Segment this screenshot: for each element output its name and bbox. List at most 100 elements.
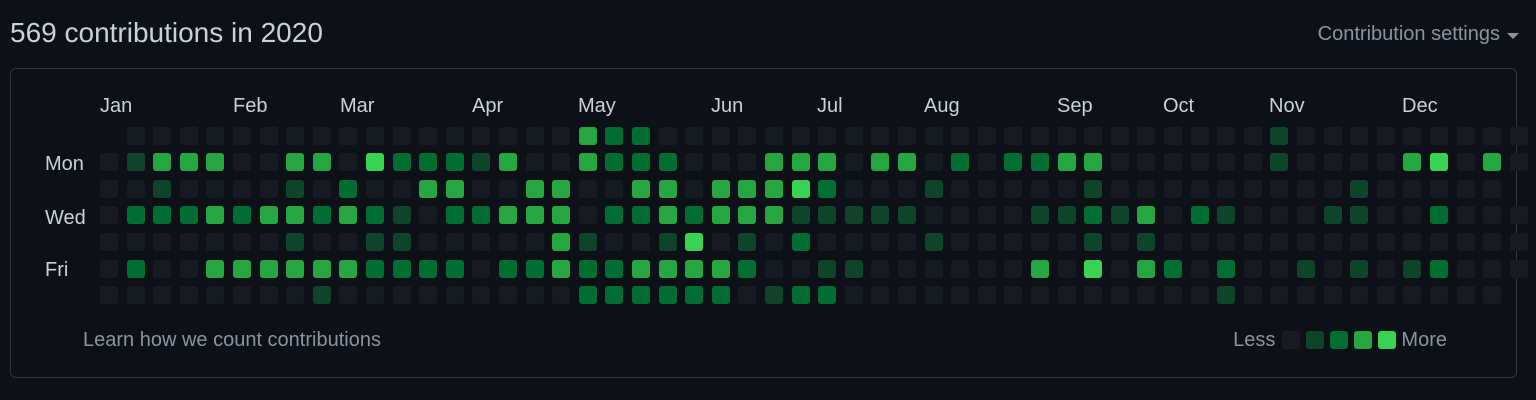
contribution-day-cell[interactable]	[792, 206, 810, 224]
contribution-day-cell[interactable]	[1191, 206, 1209, 224]
contribution-day-cell[interactable]	[978, 153, 996, 171]
contribution-day-cell[interactable]	[951, 153, 969, 171]
contribution-day-cell[interactable]	[792, 233, 810, 251]
contribution-day-cell[interactable]	[951, 180, 969, 198]
contribution-day-cell[interactable]	[845, 233, 863, 251]
contribution-day-cell[interactable]	[1297, 286, 1315, 304]
contribution-day-cell[interactable]	[526, 286, 544, 304]
contribution-day-cell[interactable]	[393, 180, 411, 198]
contribution-day-cell[interactable]	[206, 180, 224, 198]
contribution-day-cell[interactable]	[153, 233, 171, 251]
contribution-day-cell[interactable]	[951, 260, 969, 278]
contribution-day-cell[interactable]	[1084, 260, 1102, 278]
contribution-day-cell[interactable]	[712, 233, 730, 251]
contribution-day-cell[interactable]	[1137, 180, 1155, 198]
contribution-day-cell[interactable]	[1004, 233, 1022, 251]
contribution-day-cell[interactable]	[1377, 206, 1395, 224]
contribution-day-cell[interactable]	[1377, 286, 1395, 304]
contribution-day-cell[interactable]	[1430, 127, 1448, 145]
contribution-day-cell[interactable]	[1191, 233, 1209, 251]
contribution-day-cell[interactable]	[1164, 260, 1182, 278]
contribution-day-cell[interactable]	[419, 233, 437, 251]
contribution-day-cell[interactable]	[579, 206, 597, 224]
contribution-day-cell[interactable]	[1217, 206, 1235, 224]
contribution-day-cell[interactable]	[1403, 206, 1421, 224]
contribution-day-cell[interactable]	[1031, 206, 1049, 224]
contribution-day-cell[interactable]	[499, 127, 517, 145]
contribution-day-cell[interactable]	[393, 233, 411, 251]
contribution-day-cell[interactable]	[1111, 206, 1129, 224]
contribution-day-cell[interactable]	[1004, 206, 1022, 224]
contribution-day-cell[interactable]	[127, 260, 145, 278]
contribution-day-cell[interactable]	[260, 180, 278, 198]
contribution-day-cell[interactable]	[446, 260, 464, 278]
contribution-day-cell[interactable]	[1430, 233, 1448, 251]
contribution-day-cell[interactable]	[1244, 153, 1262, 171]
contribution-day-cell[interactable]	[1084, 180, 1102, 198]
contribution-day-cell[interactable]	[632, 180, 650, 198]
contribution-day-cell[interactable]	[1164, 180, 1182, 198]
contribution-day-cell[interactable]	[233, 127, 251, 145]
contribution-day-cell[interactable]	[1137, 206, 1155, 224]
contribution-day-cell[interactable]	[1004, 260, 1022, 278]
contribution-day-cell[interactable]	[818, 180, 836, 198]
contribution-day-cell[interactable]	[180, 286, 198, 304]
contribution-day-cell[interactable]	[871, 153, 889, 171]
contribution-day-cell[interactable]	[818, 127, 836, 145]
contribution-day-cell[interactable]	[286, 153, 304, 171]
contribution-day-cell[interactable]	[765, 260, 783, 278]
contribution-day-cell[interactable]	[871, 233, 889, 251]
contribution-day-cell[interactable]	[579, 153, 597, 171]
contribution-day-cell[interactable]	[1430, 180, 1448, 198]
contribution-day-cell[interactable]	[127, 206, 145, 224]
contribution-day-cell[interactable]	[659, 206, 677, 224]
contribution-day-cell[interactable]	[180, 206, 198, 224]
contribution-day-cell[interactable]	[499, 286, 517, 304]
contribution-day-cell[interactable]	[1430, 286, 1448, 304]
contribution-day-cell[interactable]	[685, 260, 703, 278]
contribution-day-cell[interactable]	[472, 180, 490, 198]
contribution-day-cell[interactable]	[712, 180, 730, 198]
contribution-day-cell[interactable]	[339, 127, 357, 145]
contribution-day-cell[interactable]	[1297, 127, 1315, 145]
contribution-day-cell[interactable]	[1191, 260, 1209, 278]
contribution-day-cell[interactable]	[1004, 153, 1022, 171]
contribution-day-cell[interactable]	[1031, 286, 1049, 304]
contribution-day-cell[interactable]	[1111, 127, 1129, 145]
contribution-day-cell[interactable]	[313, 180, 331, 198]
contribution-day-cell[interactable]	[286, 233, 304, 251]
contribution-day-cell[interactable]	[632, 233, 650, 251]
contribution-day-cell[interactable]	[685, 233, 703, 251]
contribution-day-cell[interactable]	[1483, 233, 1501, 251]
contribution-day-cell[interactable]	[898, 127, 916, 145]
contribution-day-cell[interactable]	[1244, 127, 1262, 145]
contribution-day-cell[interactable]	[552, 286, 570, 304]
contribution-day-cell[interactable]	[260, 127, 278, 145]
contribution-day-cell[interactable]	[951, 233, 969, 251]
contribution-day-cell[interactable]	[472, 260, 490, 278]
contribution-day-cell[interactable]	[925, 153, 943, 171]
contribution-day-cell[interactable]	[286, 260, 304, 278]
contribution-day-cell[interactable]	[1483, 180, 1501, 198]
contribution-day-cell[interactable]	[499, 180, 517, 198]
contribution-day-cell[interactable]	[180, 153, 198, 171]
contribution-day-cell[interactable]	[1403, 233, 1421, 251]
contribution-day-cell[interactable]	[127, 127, 145, 145]
contribution-day-cell[interactable]	[100, 233, 118, 251]
contribution-day-cell[interactable]	[472, 127, 490, 145]
contribution-day-cell[interactable]	[659, 180, 677, 198]
contribution-day-cell[interactable]	[206, 153, 224, 171]
contribution-day-cell[interactable]	[499, 233, 517, 251]
contribution-day-cell[interactable]	[1004, 180, 1022, 198]
contribution-day-cell[interactable]	[1483, 153, 1501, 171]
contribution-day-cell[interactable]	[1058, 127, 1076, 145]
contribution-day-cell[interactable]	[1217, 153, 1235, 171]
contribution-day-cell[interactable]	[951, 206, 969, 224]
contribution-day-cell[interactable]	[605, 127, 623, 145]
contribution-day-cell[interactable]	[206, 206, 224, 224]
contribution-day-cell[interactable]	[1297, 233, 1315, 251]
contribution-day-cell[interactable]	[233, 206, 251, 224]
contribution-day-cell[interactable]	[1350, 206, 1368, 224]
contribution-day-cell[interactable]	[552, 206, 570, 224]
contribution-day-cell[interactable]	[818, 206, 836, 224]
